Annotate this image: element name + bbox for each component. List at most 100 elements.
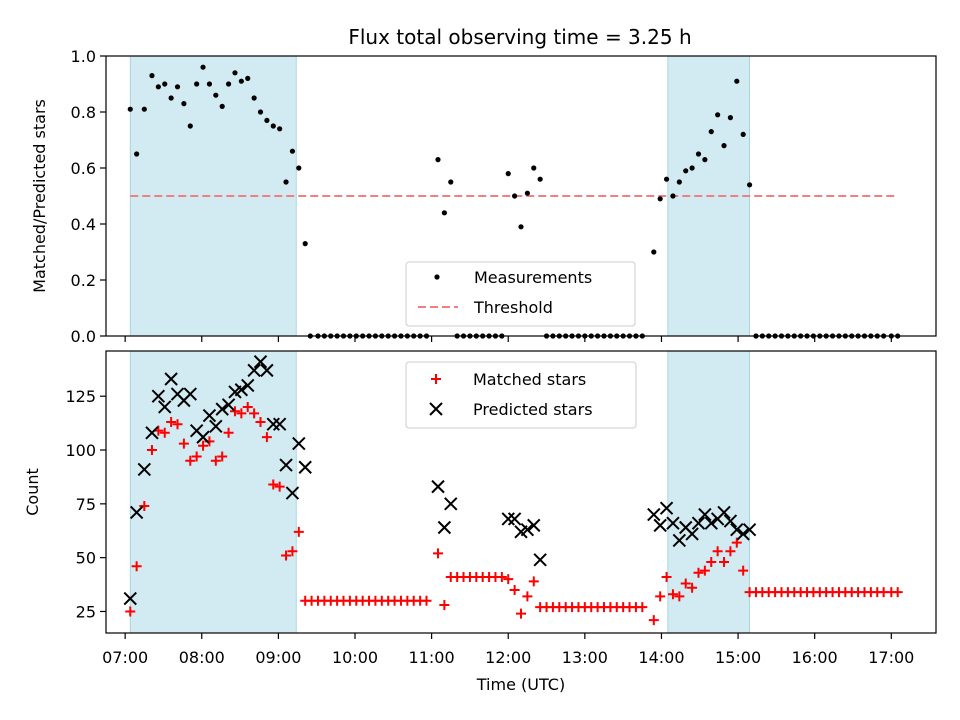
predicted-star-point xyxy=(279,458,293,472)
predicted-star-point xyxy=(292,436,306,451)
y-tick-label: 1.0 xyxy=(71,47,96,66)
top-y-axis-label: Matched/Predicted stars xyxy=(30,99,49,293)
predicted-star-point xyxy=(666,516,680,530)
matched-star-point xyxy=(229,406,240,417)
shaded-region-1 xyxy=(667,350,750,634)
matched-star-point xyxy=(217,451,228,462)
predicted-star-point xyxy=(723,514,738,528)
x-tick-label: 08:00 xyxy=(179,648,225,667)
measurement-point xyxy=(721,143,727,149)
y-tick-label: 50 xyxy=(76,549,96,568)
predicted-star-point xyxy=(221,398,236,412)
measurement-point xyxy=(448,179,454,185)
predicted-star-point xyxy=(137,462,152,477)
matched-star-point xyxy=(261,432,272,443)
measurement-point xyxy=(162,81,168,87)
matched-star-point xyxy=(738,565,749,576)
predicted-star-point xyxy=(507,512,522,526)
measurement-point xyxy=(283,179,289,185)
predicted-star-point xyxy=(196,430,210,444)
legend-matched-label: Matched stars xyxy=(473,370,586,389)
y-tick-label: 100 xyxy=(65,441,96,460)
y-tick-label: 125 xyxy=(65,387,96,406)
x-tick-label: 15:00 xyxy=(715,648,761,667)
x-tick-label: 13:00 xyxy=(562,648,608,667)
matched-star-point xyxy=(699,565,710,576)
measurement-point xyxy=(251,95,257,101)
chart-title: Flux total observing time = 3.25 h xyxy=(348,25,691,49)
measurement-point xyxy=(149,73,155,79)
predicted-star-point xyxy=(527,518,541,533)
measurement-point xyxy=(670,193,676,199)
y-tick-label: 0.6 xyxy=(71,159,96,178)
matched-star-point xyxy=(159,427,170,438)
predicted-star-point xyxy=(298,460,312,474)
measurement-point xyxy=(155,84,161,90)
matched-star-point xyxy=(528,576,539,587)
matched-star-point xyxy=(293,526,304,537)
matched-star-point xyxy=(719,556,730,567)
predicted-star-point xyxy=(730,522,744,537)
measurement-point xyxy=(518,224,524,230)
measurement-point xyxy=(689,165,695,171)
predicted-star-point xyxy=(151,389,166,403)
x-tick-label: 17:00 xyxy=(868,648,914,667)
predicted-star-point xyxy=(272,417,287,431)
x-tick-label: 07:00 xyxy=(102,648,148,667)
predicted-star-point xyxy=(742,522,757,537)
matched-star-point xyxy=(637,602,648,613)
matched-star-point xyxy=(125,606,136,617)
measurement-point xyxy=(695,151,702,157)
predicted-star-point xyxy=(704,516,718,530)
measurement-point xyxy=(663,176,670,182)
x-tick-label: 10:00 xyxy=(332,648,378,667)
bottom-x-ticks: 07:00 08:00 09:00 10:00 11:00 12:00 13:00 14:00… xyxy=(102,633,914,667)
legend-predicted-label: Predicted stars xyxy=(473,400,593,419)
measurement-point xyxy=(134,151,140,157)
predicted-star-point xyxy=(266,417,280,431)
measurement-point xyxy=(245,75,251,81)
predicted-star-point xyxy=(129,505,144,520)
legend-matched-marker xyxy=(431,374,441,384)
matched-star-points xyxy=(125,401,903,626)
predicted-star-point xyxy=(234,383,249,397)
predicted-star-point xyxy=(241,378,255,393)
top-legend-box xyxy=(405,261,636,327)
matched-star-point xyxy=(433,548,443,559)
measurement-point xyxy=(537,176,543,182)
measurement-point xyxy=(181,101,187,107)
measurement-point xyxy=(213,92,219,98)
measurement-point xyxy=(746,182,753,188)
measurement-point xyxy=(734,78,740,84)
matched-star-point xyxy=(674,591,685,602)
predicted-star-point xyxy=(653,518,667,533)
predicted-star-point xyxy=(444,497,458,511)
matched-star-point xyxy=(706,556,717,567)
measurement-point xyxy=(524,190,530,196)
legend-measurements-label: Measurements xyxy=(474,268,592,287)
matched-star-point xyxy=(712,546,723,557)
y-tick-label: 0.4 xyxy=(71,215,96,234)
matched-star-point xyxy=(198,440,209,451)
bottom-plot-frame xyxy=(105,350,937,634)
measurement-point xyxy=(441,210,447,216)
predicted-star-point xyxy=(202,408,217,423)
measurement-point xyxy=(651,249,657,255)
predicted-star-point xyxy=(247,363,261,378)
matched-star-point xyxy=(178,438,189,449)
measurement-point xyxy=(168,95,174,101)
matched-star-point xyxy=(516,608,526,619)
matched-star-point xyxy=(172,419,183,430)
measurement-point xyxy=(187,123,193,129)
y-tick-label: 0.2 xyxy=(71,271,96,290)
measurement-point xyxy=(174,84,181,90)
predicted-star-point xyxy=(698,507,712,522)
predicted-star-point xyxy=(145,426,159,440)
predicted-star-point xyxy=(123,591,137,606)
legend-measurements-marker xyxy=(434,274,440,280)
measurement-point xyxy=(715,112,721,118)
top-y-ticks: 0.0 0.2 0.4 0.6 0.8 1.0 xyxy=(71,47,106,346)
matched-star-point xyxy=(667,589,678,600)
measurement-point xyxy=(740,131,746,137)
predicted-star-points xyxy=(123,355,757,606)
